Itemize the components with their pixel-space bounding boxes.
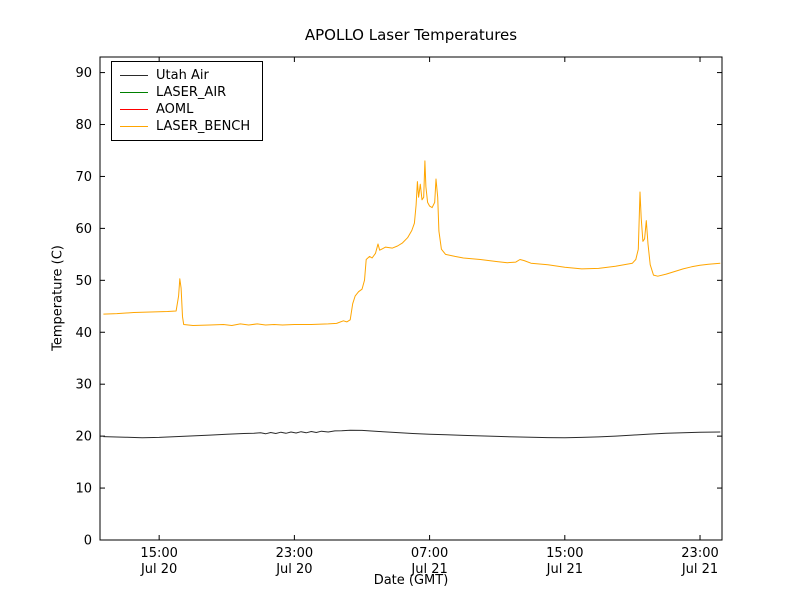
y-tick-label: 90 [75, 66, 92, 81]
legend-line-swatch [120, 109, 148, 110]
x-tick-label-time: 23:00 [681, 546, 718, 561]
x-tick-label-date: Jul 20 [275, 562, 312, 577]
y-tick-label: 20 [75, 430, 92, 445]
legend-item: LASER_AIR [120, 84, 250, 101]
x-tick-label-date: Jul 21 [410, 562, 447, 577]
legend: Utah Air LASER_AIR AOML LASER_BENCH [111, 61, 264, 141]
y-tick-label: 70 [75, 170, 92, 185]
legend-label: AOML [156, 102, 194, 117]
y-tick-label: 30 [75, 378, 92, 393]
x-tick-label-time: 07:00 [411, 546, 448, 561]
legend-line-swatch [120, 126, 148, 127]
x-tick-label-date: Jul 21 [546, 562, 583, 577]
legend-label: LASER_AIR [156, 85, 227, 100]
legend-line-swatch [120, 92, 148, 93]
x-tick-label-time: 15:00 [140, 546, 177, 561]
axes-frame [99, 56, 723, 541]
y-tick-label: 0 [84, 534, 92, 549]
series-line-utah-air [103, 429, 721, 439]
series-line-laser-bench [103, 160, 721, 326]
y-axis-label: Temperature (C) [50, 245, 66, 351]
legend-item: LASER_BENCH [120, 118, 250, 135]
legend-item: Utah Air [120, 67, 250, 84]
x-tick-label-date: Jul 21 [681, 562, 718, 577]
legend-label: LASER_BENCH [156, 119, 251, 134]
legend-label: Utah Air [156, 68, 209, 83]
x-axis-label: Date (GMT) [373, 573, 449, 588]
x-tick-label-time: 23:00 [276, 546, 313, 561]
legend-line-swatch [120, 75, 148, 76]
y-tick-label: 80 [75, 118, 92, 133]
y-tick-label: 10 [75, 482, 92, 497]
y-tick-label: 40 [75, 326, 92, 341]
x-tick-label-date: Jul 20 [140, 562, 177, 577]
x-tick-label-time: 15:00 [546, 546, 583, 561]
y-tick-label: 60 [75, 222, 92, 237]
legend-item: AOML [120, 101, 250, 118]
chart-title: APOLLO Laser Temperatures [304, 26, 518, 44]
y-tick-label: 50 [75, 274, 92, 289]
